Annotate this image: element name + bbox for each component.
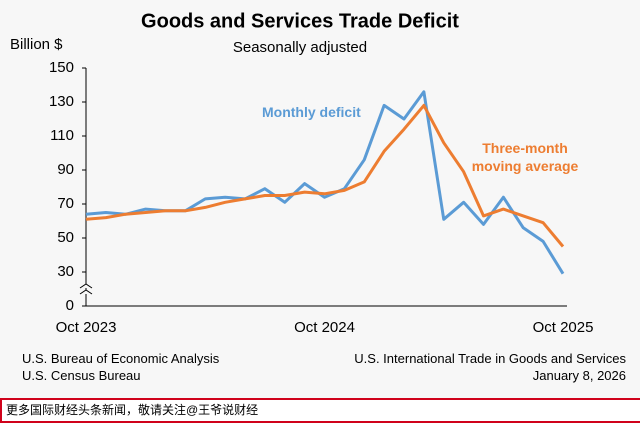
chart-title: Goods and Services Trade Deficit [141,10,459,32]
y-tick-label: 70 [57,195,74,212]
x-tick-label: Oct 2024 [294,319,355,336]
y-tick-label: 150 [49,59,74,76]
chart-subtitle: Seasonally adjusted [233,39,367,56]
y-tick-label: 0 [66,297,74,314]
y-axis-label: Billion $ [10,36,63,53]
chart: Goods and Services Trade Deficit Seasona… [0,0,640,398]
axis-break [79,283,93,295]
series-label: Monthly deficit [262,104,361,120]
source-line: U.S. International Trade in Goods and Se… [354,351,626,366]
y-tick-label: 110 [50,127,74,144]
y-tick-label: 50 [57,229,74,246]
y-tick-label: 130 [49,93,74,110]
banner: 更多国际财经头条新闻，敬请关注@王爷说财经 [0,398,640,423]
background [0,0,640,398]
source-left: U.S. Bureau of Economic Analysis U.S. Ce… [22,350,219,384]
source-line: U.S. Census Bureau [22,368,141,383]
source-line: U.S. Bureau of Economic Analysis [22,351,220,366]
source-line: January 8, 2026 [532,368,626,383]
series-label: Three-month moving average [471,140,579,174]
series-line [85,103,565,248]
x-tick-label: Oct 2025 [533,319,594,336]
y-tick-label: 90 [57,161,74,178]
source-right: U.S. International Trade in Goods and Se… [354,350,626,384]
x-tick-label: Oct 2023 [56,319,117,336]
y-tick-label: 30 [57,263,74,280]
